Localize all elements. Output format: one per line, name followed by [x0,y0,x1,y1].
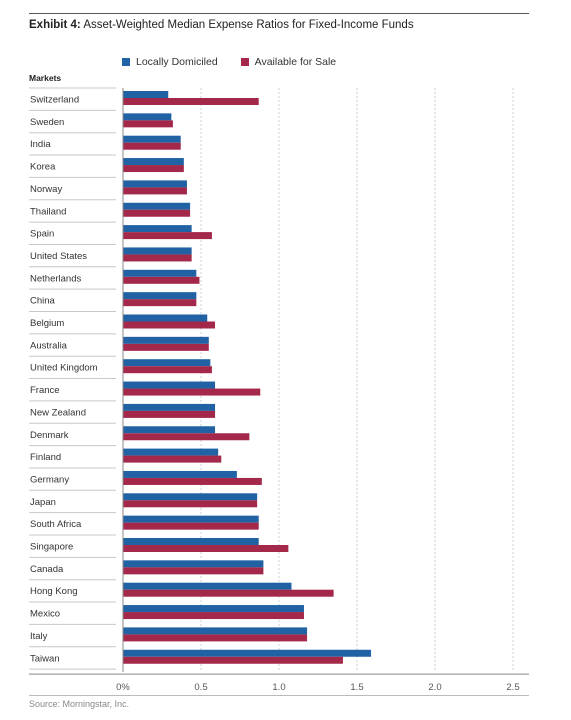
bar-available-for-sale [123,522,259,530]
category-label: Taiwan [30,653,60,664]
bar-available-for-sale [123,410,216,418]
bar-available-for-sale [123,388,261,396]
legend-swatch-local [122,58,130,66]
bar-available-for-sale [123,500,258,508]
bar-locally-domiciled [123,560,264,568]
category-label: Italy [30,631,48,642]
bar-available-for-sale [123,120,173,128]
bar-available-for-sale [123,433,250,441]
bar-available-for-sale [123,589,334,597]
bottom-rule [29,695,529,696]
bar-available-for-sale [123,209,191,217]
bar-available-for-sale [123,612,304,620]
bar-locally-domiciled [123,292,197,300]
x-tick-label: 0.5 [194,682,207,693]
category-label: Spain [30,229,54,240]
bar-available-for-sale [123,455,222,463]
bar-locally-domiciled [123,381,216,389]
category-label: Canada [30,564,64,575]
bar-locally-domiciled [123,448,219,456]
bar-locally-domiciled [123,605,304,613]
bar-locally-domiciled [123,269,197,277]
category-label: Sweden [30,117,64,128]
x-tick-label: 2.5 [506,682,519,693]
chart-title: Exhibit 4: Asset-Weighted Median Expense… [29,19,414,31]
bar-available-for-sale [123,634,308,642]
category-label: Korea [30,162,56,173]
bar-available-for-sale [123,299,197,307]
legend-item-available: Available for Sale [240,56,337,68]
bar-locally-domiciled [123,493,258,501]
bar-locally-domiciled [123,247,192,255]
bar-locally-domiciled [123,180,187,188]
category-label: Mexico [30,609,60,620]
category-label: South Africa [30,519,82,530]
bar-locally-domiciled [123,649,372,657]
legend-item-local: Locally Domiciled [122,56,218,68]
bar-available-for-sale [123,187,187,195]
bar-locally-domiciled [123,113,172,121]
legend-label-local: Locally Domiciled [136,56,218,68]
bar-available-for-sale [123,321,216,329]
category-label: Thailand [30,206,66,217]
category-label: Netherlands [30,273,81,284]
bar-locally-domiciled [123,135,181,143]
bar-locally-domiciled [123,515,259,523]
bar-locally-domiciled [123,470,237,478]
title-text: Asset-Weighted Median Expense Ratios for… [83,19,414,31]
category-label: Australia [30,340,68,351]
bar-available-for-sale [123,366,212,374]
bar-available-for-sale [123,254,192,262]
category-label: France [30,385,60,396]
category-axis-label: Markets [29,73,61,83]
bar-available-for-sale [123,567,264,575]
bar-locally-domiciled [123,158,184,166]
x-tick-label: 1.0 [272,682,285,693]
category-label: Singapore [30,542,73,553]
source-note: Source: Morningstar, Inc. [29,699,130,709]
bar-available-for-sale [123,477,262,485]
legend-label-available: Available for Sale [254,56,337,68]
bar-locally-domiciled [123,627,308,635]
category-label: Switzerland [30,95,79,106]
category-label: New Zealand [30,407,86,418]
bar-available-for-sale [123,142,181,150]
category-label: India [30,139,51,150]
bar-locally-domiciled [123,91,169,98]
category-label: Finland [30,452,61,463]
bar-locally-domiciled [123,314,208,322]
category-label: United Kingdom [30,363,98,374]
bar-available-for-sale [123,343,209,351]
x-tick-label: 2.0 [428,682,441,693]
category-label: China [30,296,56,307]
bar-locally-domiciled [123,582,292,590]
bar-locally-domiciled [123,359,211,367]
legend-swatch-available [240,58,249,66]
exhibit-label: Exhibit 4: [29,19,81,31]
bar-locally-domiciled [123,202,191,210]
category-label: Denmark [30,430,69,441]
bar-available-for-sale [123,656,343,664]
bar-locally-domiciled [123,336,209,344]
bar-available-for-sale [123,545,289,552]
category-label: Belgium [30,318,64,329]
x-tick-label: 0% [116,682,130,693]
bar-locally-domiciled [123,538,259,545]
bar-locally-domiciled [123,225,192,233]
category-label: Norway [30,184,62,195]
bar-locally-domiciled [123,426,216,434]
bar-available-for-sale [123,98,259,105]
category-label: Hong Kong [30,586,78,597]
bar-available-for-sale [123,232,212,240]
bar-locally-domiciled [123,403,216,411]
top-rule [29,13,529,14]
legend: Locally Domiciled Available for Sale [122,56,356,69]
category-label: Germany [30,474,69,485]
category-label: United States [30,251,87,262]
category-label: Japan [30,497,56,508]
bar-available-for-sale [123,276,200,284]
x-tick-label: 1.5 [350,682,363,693]
bar-available-for-sale [123,165,184,173]
